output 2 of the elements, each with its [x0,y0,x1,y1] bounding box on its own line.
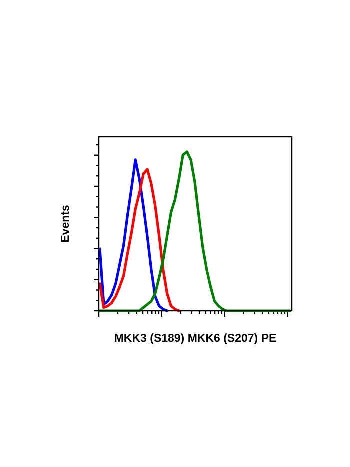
x-axis-title: MKK3 (S189) MKK6 (S207) PE [114,333,277,345]
y-axis-title: Events [60,205,72,243]
